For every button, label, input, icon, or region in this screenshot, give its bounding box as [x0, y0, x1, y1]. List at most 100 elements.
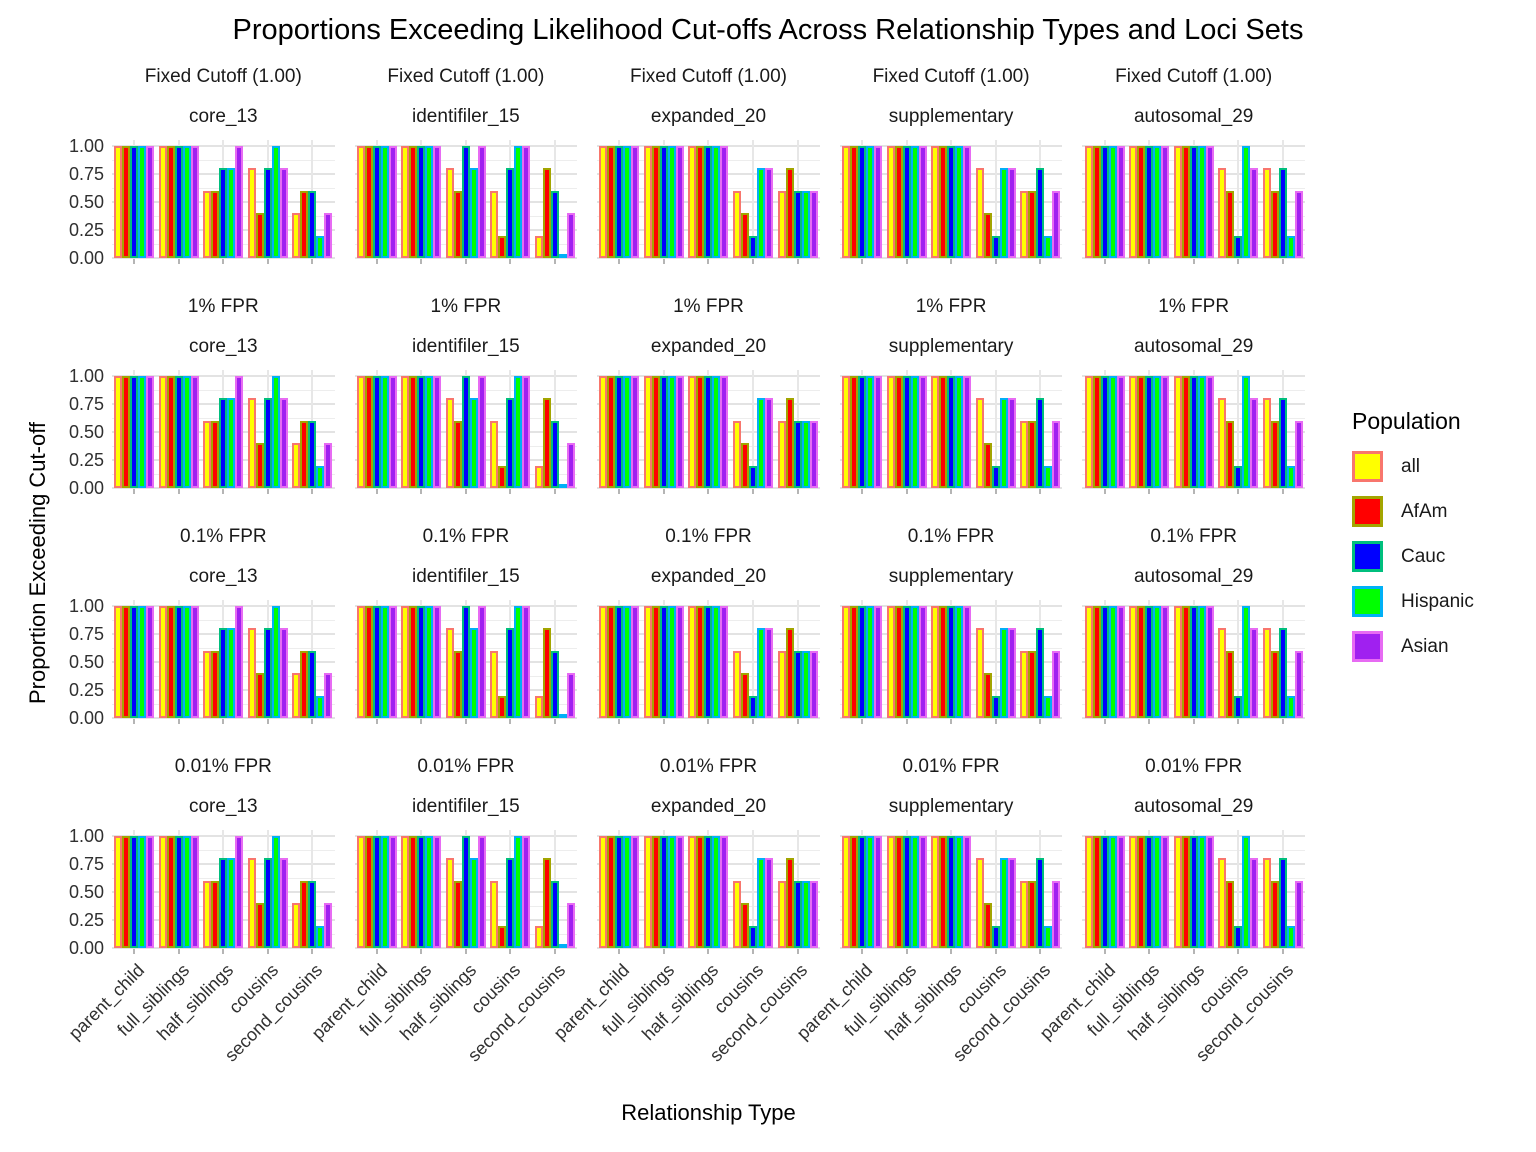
major-gridline: [839, 257, 1063, 259]
bar-parent_child-Asian: [1116, 836, 1125, 948]
bar-cousins-all: [732, 651, 741, 718]
bar-cousins-AfAm: [1226, 421, 1235, 488]
bar-group-half_siblings: [686, 146, 731, 258]
bar-cousins-Asian: [1250, 858, 1259, 948]
bar-cousins-Cauc: [263, 168, 272, 258]
bar-cousins-all: [975, 398, 984, 488]
bar-full_siblings-Asian: [433, 836, 442, 948]
cutoff-strip-row: 0.01% FPR 0.01% FPR 0.01% FPR 0.01% FPR 0.01…: [50, 754, 1305, 780]
x-tick-mark: [420, 719, 423, 724]
bar-cousins-Cauc: [263, 398, 272, 488]
facet-panel-core_13: [112, 370, 335, 494]
bar-second_cousins-Hispanic: [801, 881, 810, 948]
bar-half_siblings-Hispanic: [955, 376, 964, 488]
cutoff-strip-label: 0.01% FPR: [659, 756, 758, 777]
bar-half_siblings-all: [1173, 606, 1182, 718]
bar-second_cousins-Hispanic: [1286, 926, 1295, 948]
bar-group-half_siblings: [444, 836, 489, 948]
bar-group-half_siblings: [929, 376, 974, 488]
bar-group-half_siblings: [686, 376, 731, 488]
legend-label-Cauc: Cauc: [1401, 545, 1446, 567]
bar-parent_child-Asian: [631, 376, 640, 488]
bar-cousins-AfAm: [498, 236, 507, 258]
bar-cousins-Hispanic: [756, 168, 765, 258]
bar-second_cousins-Cauc: [308, 651, 317, 718]
x-tick-mark: [1281, 719, 1284, 724]
x-tick-mark: [707, 719, 710, 724]
bar-full_siblings-all: [886, 146, 895, 258]
bar-second_cousins-all: [534, 236, 543, 258]
x-tick-mark: [707, 259, 710, 264]
bar-half_siblings-all: [931, 376, 940, 488]
cutoff-strip-label: 1% FPR: [1158, 296, 1230, 317]
bar-half_siblings-AfAm: [211, 651, 220, 718]
bar-second_cousins-Cauc: [308, 421, 317, 488]
bar-half_siblings-AfAm: [1181, 146, 1190, 258]
bar-second_cousins-Cauc: [550, 191, 559, 258]
bar-parent_child-AfAm: [607, 606, 616, 718]
bar-group-parent_child: [1082, 606, 1127, 718]
bar-full_siblings-Asian: [918, 836, 927, 948]
x-tick-mark: [796, 489, 799, 494]
bar-full_siblings-all: [158, 606, 167, 718]
cutoff-strip-label: 0.01% FPR: [174, 756, 272, 777]
loci-strip-label-identifiler_15: identifiler_15: [412, 566, 520, 587]
bar-group-full_siblings: [1127, 606, 1172, 718]
bar-second_cousins-all: [292, 443, 301, 488]
bar-full_siblings-Cauc: [659, 376, 668, 488]
loci-strip-label-supplementary: supplementary: [888, 106, 1014, 127]
bar-second_cousins-Cauc: [550, 421, 559, 488]
bar-full_siblings-Cauc: [417, 146, 426, 258]
bar-cousins-AfAm: [740, 673, 749, 718]
bar-group-parent_child: [1082, 146, 1127, 258]
bar-second_cousins-Cauc: [793, 191, 802, 258]
bar-parent_child-all: [1084, 146, 1093, 258]
vertical-gridline: [994, 600, 997, 718]
legend-swatch-AfAm: [1352, 496, 1383, 527]
bar-group-parent_child: [355, 146, 400, 258]
x-tick-mark: [311, 259, 314, 264]
bar-half_siblings-Asian: [235, 376, 244, 488]
bar-group-parent_child: [840, 606, 885, 718]
bar-group-cousins: [973, 398, 1018, 488]
bar-parent_child-AfAm: [122, 606, 131, 718]
y-axis-tick-labels: 1.00 0.75 0.50 0.25 0.00: [50, 596, 112, 728]
loci-strip-label-expanded_20: expanded_20: [650, 796, 767, 817]
bar-full_siblings-AfAm: [409, 376, 418, 488]
bar-parent_child-Cauc: [1100, 376, 1109, 488]
bar-half_siblings-Cauc: [461, 606, 470, 718]
loci-strip-label-identifiler_15: identifiler_15: [412, 106, 520, 127]
x-tick-mark: [950, 259, 953, 264]
bar-cousins-AfAm: [983, 673, 992, 718]
x-tick-mark: [311, 949, 314, 954]
bar-cousins-Hispanic: [756, 628, 765, 718]
bar-cousins-Cauc: [1234, 466, 1243, 488]
bar-second_cousins-AfAm: [785, 398, 794, 488]
bar-cousins-Hispanic: [1242, 146, 1251, 258]
facet-panel-autosomal_29: [1082, 370, 1305, 494]
bar-parent_child-Hispanic: [866, 376, 875, 488]
bar-group-parent_child: [597, 836, 642, 948]
bar-cousins-all: [247, 398, 256, 488]
x-tick-mark: [618, 949, 621, 954]
bar-half_siblings-Cauc: [947, 606, 956, 718]
bar-group-half_siblings: [1171, 836, 1216, 948]
bar-second_cousins-AfAm: [1270, 651, 1279, 718]
bar-cousins-Cauc: [991, 466, 1000, 488]
bar-cousins-all: [490, 421, 499, 488]
vertical-gridline: [994, 370, 997, 488]
bar-half_siblings-Cauc: [1189, 836, 1198, 948]
bar-second_cousins-all: [534, 696, 543, 718]
bar-parent_child-AfAm: [364, 606, 373, 718]
loci-strip-label-supplementary: supplementary: [888, 336, 1014, 357]
bar-half_siblings-AfAm: [1181, 606, 1190, 718]
bar-parent_child-AfAm: [122, 146, 131, 258]
bar-cousins-Asian: [1007, 628, 1016, 718]
bar-half_siblings-AfAm: [696, 376, 705, 488]
legend-swatch-all: [1352, 451, 1383, 482]
vertical-gridline: [752, 830, 754, 948]
bar-full_siblings-Hispanic: [182, 146, 191, 258]
y-tick-label: 0.00: [68, 478, 104, 498]
chart-title: Proportions Exceeding Likelihood Cut-off…: [232, 14, 1304, 46]
